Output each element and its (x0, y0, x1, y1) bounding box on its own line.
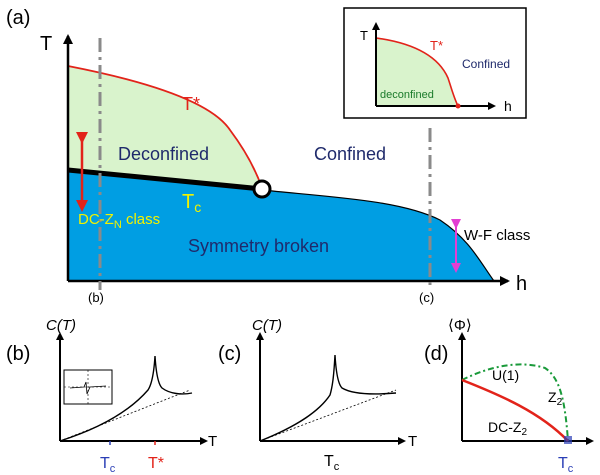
inset-confined-label: Confined (462, 57, 510, 71)
dc-class-label: DC-ZN class (78, 211, 160, 231)
panel-b-xlabel: T (208, 433, 217, 450)
panel-c-tag: (c) (218, 343, 241, 365)
cut-b-label: (b) (88, 290, 104, 305)
panel-b-tick-tc: Tc (100, 455, 116, 475)
panel-a-tag: (a) (6, 7, 30, 29)
panel-d-tick-tc: Tc (558, 455, 574, 475)
inset-endpoint (455, 103, 461, 109)
axis-h-label: h (516, 273, 527, 295)
panel-c-tick-tc: Tc (324, 453, 340, 473)
panel-d-u1-z2-curve (461, 363, 569, 442)
panel-d-dc-z2-label: DC-Z2 (488, 419, 527, 438)
inset-t-star-boundary (375, 37, 459, 107)
panel-c: (c) C(T) T Tc (218, 317, 417, 473)
panel-a-inset: T h T* Confined deconfined (343, 7, 527, 119)
panel-b-tick-tstar: T* (148, 455, 164, 472)
panel-d-z2-label: Z2 (548, 389, 563, 408)
symmetry-broken-label: Symmetry broken (188, 236, 329, 256)
confined-label: Confined (314, 144, 386, 164)
panel-c-xlabel: T (408, 433, 417, 450)
inset-deconfined-region (376, 38, 458, 106)
critical-endpoint (252, 179, 272, 199)
cut-c-label: (c) (419, 290, 434, 305)
panel-d-dc-z2-curve (461, 378, 569, 442)
panel-c-background (259, 389, 397, 442)
panel-c-specific-heat-curve (259, 354, 397, 442)
panel-c-ylabel: C(T) (252, 317, 282, 334)
panel-b-specific-heat-curve (59, 355, 193, 442)
axis-t-label: T (40, 33, 52, 55)
panel-b-tag: (b) (6, 343, 30, 365)
panel-b-background (59, 389, 191, 442)
wf-class-label: W-F class (464, 227, 530, 244)
deconfined-region (68, 66, 262, 188)
inset-axis-t-label: T (360, 28, 368, 43)
panel-a: (a) T h (b) (c) T* Deconfined Confined T… (6, 7, 530, 305)
deconfined-label: Deconfined (118, 144, 209, 164)
panel-d-tag: (d) (424, 343, 448, 365)
tc-label: Tc (182, 191, 201, 215)
panel-d-ylabel: ⟨Φ⟩ (448, 317, 472, 334)
panel-b-ylabel: C(T) (46, 317, 76, 334)
panel-d: (d) ⟨Φ⟩ U(1) Z2 DC-Z2 Tc (424, 317, 594, 475)
t-star-label: T* (182, 94, 200, 114)
panel-d-tc-marker (564, 436, 572, 444)
inset-deconfined-label: deconfined (380, 89, 434, 101)
inset-axis-h-label: h (504, 98, 512, 114)
panel-d-u1-label: U(1) (492, 367, 519, 383)
panel-b-inset (63, 369, 113, 405)
inset-t-star-label: T* (430, 38, 443, 53)
symmetry-broken-region (68, 170, 494, 281)
t-star-boundary (67, 65, 263, 189)
panel-b: (b) C(T) T Tc T* (6, 317, 217, 475)
